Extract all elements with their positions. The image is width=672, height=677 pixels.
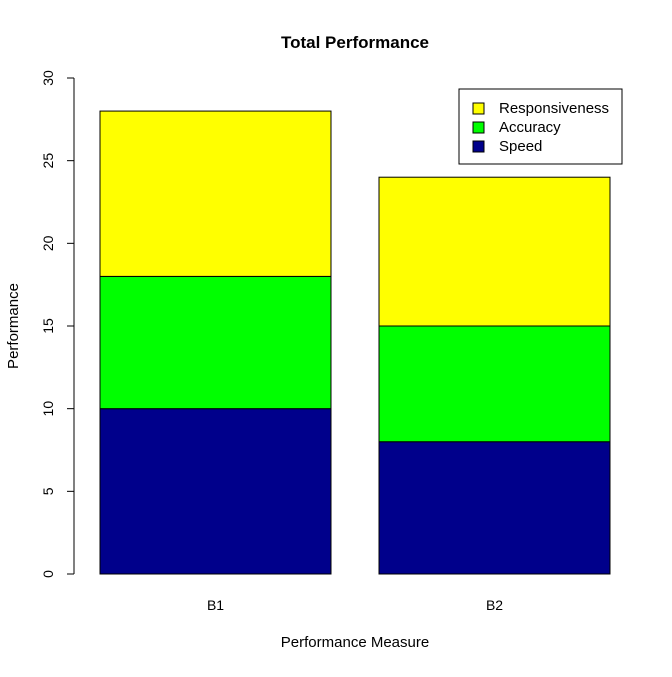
legend-swatch-speed: [472, 140, 485, 153]
bar-segment-b2-speed: [378, 441, 611, 575]
bar-segment-b2-responsiveness: [378, 176, 611, 327]
legend-label-speed: Speed: [499, 138, 542, 155]
x-axis-label: Performance Measure: [281, 634, 429, 651]
bar-segment-b1-responsiveness: [99, 110, 332, 277]
bar-segment-b1-accuracy: [99, 275, 332, 410]
y-tick-label: 10: [40, 401, 56, 417]
y-axis: 0 5 10 15 20 25 30: [40, 70, 75, 578]
legend: Responsiveness Accuracy Speed: [458, 88, 623, 165]
y-axis-label: Performance: [5, 283, 22, 369]
bar-segment-b2-accuracy: [378, 325, 611, 443]
y-tick-label: 15: [40, 318, 56, 334]
y-tick-label: 30: [40, 70, 56, 86]
y-tick-label: 0: [40, 570, 56, 578]
legend-label-accuracy: Accuracy: [499, 119, 561, 136]
x-tick-label-b2: B2: [486, 597, 503, 613]
x-tick-label-b1: B1: [207, 597, 224, 613]
y-tick-label: 20: [40, 235, 56, 251]
bar-segment-b1-speed: [99, 408, 332, 575]
legend-box: [458, 88, 623, 165]
chart-title: Total Performance: [281, 33, 429, 52]
legend-label-responsiveness: Responsiveness: [499, 100, 609, 117]
y-tick-label: 5: [40, 487, 56, 495]
legend-swatch-responsiveness: [472, 102, 485, 115]
x-tick-labels: B1 B2: [207, 597, 503, 613]
legend-swatch-accuracy: [472, 121, 485, 134]
bars-group: [99, 110, 611, 575]
y-tick-label: 25: [40, 153, 56, 169]
